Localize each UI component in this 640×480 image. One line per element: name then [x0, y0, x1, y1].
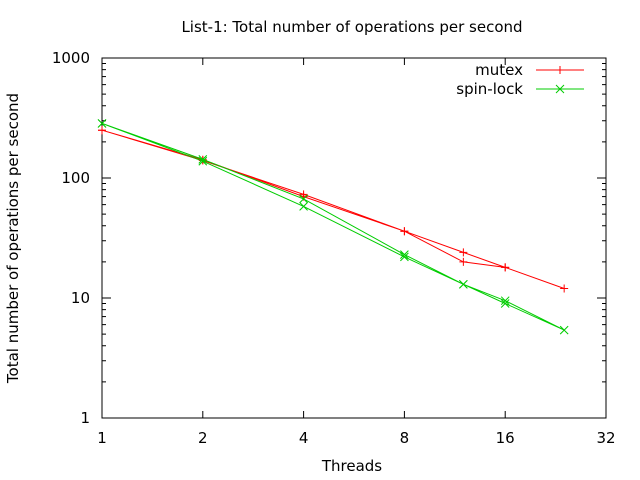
y-tick-label: 1 — [80, 409, 90, 427]
data-point-spin-lock — [400, 250, 409, 259]
x-tick-label: 1 — [97, 429, 107, 447]
chart-title: List-1: Total number of operations per s… — [181, 18, 522, 36]
data-point-spin-lock — [198, 156, 208, 166]
data-point-spin-lock — [299, 202, 308, 211]
data-point-spin-lock — [500, 299, 510, 308]
series-spin-lock — [97, 119, 569, 335]
data-point-spin-lock — [500, 296, 510, 306]
legend-label-mutex: mutex — [475, 61, 523, 79]
plot-border — [101, 57, 607, 419]
y-tick-label: 10 — [71, 289, 90, 307]
x-tick-label: 2 — [198, 429, 208, 447]
data-point-spin-lock — [299, 194, 308, 204]
x-tick-label: 16 — [496, 429, 515, 447]
data-point-spin-lock — [97, 119, 107, 128]
data-point-mutex — [560, 284, 569, 293]
data-point-mutex — [501, 263, 510, 272]
x-axis-label: Threads — [321, 457, 382, 475]
data-point-mutex — [98, 126, 106, 135]
data-point-mutex — [400, 227, 409, 236]
legend-marker-spin-lock — [555, 84, 565, 94]
legend-label-spin-lock: spin-lock — [456, 80, 523, 98]
series-layer — [97, 119, 569, 335]
data-point-spin-lock — [459, 279, 468, 289]
plot-frame — [101, 57, 607, 419]
y-tick-label: 100 — [61, 169, 90, 187]
x-tick-label: 8 — [400, 429, 410, 447]
y-axis-ticks: 1 10 100 1000 — [52, 49, 606, 427]
x-axis-ticks: 1 2 4 8 16 32 — [97, 58, 616, 447]
legend-marker-mutex — [556, 66, 564, 74]
series-mutex — [98, 126, 569, 293]
x-tick-label: 32 — [596, 429, 615, 447]
data-point-spin-lock — [559, 325, 569, 335]
y-tick-label: 1000 — [52, 49, 90, 67]
x-tick-label: 4 — [299, 429, 309, 447]
y-axis-label: Total number of operations per second — [4, 93, 22, 384]
data-point-mutex — [459, 248, 468, 257]
data-point-spin-lock — [198, 155, 208, 164]
data-point-mutex — [459, 257, 468, 266]
data-point-spin-lock — [400, 252, 409, 262]
